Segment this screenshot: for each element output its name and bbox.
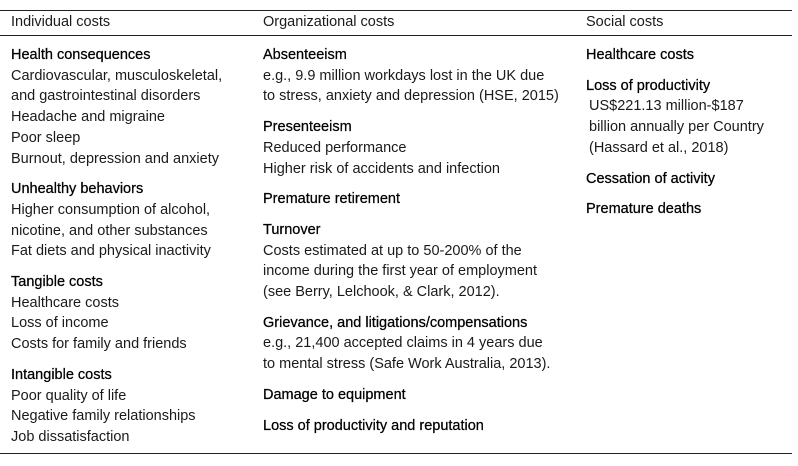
individual-cost-group-title: Tangible costs — [11, 274, 103, 291]
individual-costs-column: Health consequences Cardiovascular, muscu… — [11, 45, 251, 458]
social-cost-item: (Hassard et al., 2018) — [589, 139, 729, 156]
social-cost-group: Premature deaths — [586, 199, 786, 220]
organizational-cost-group-title: Presenteeism — [263, 119, 352, 136]
individual-cost-item: and gastrointestinal disorders — [11, 88, 201, 105]
individual-cost-item: Burnout, depression and anxiety — [11, 150, 219, 167]
individual-cost-item: Cardiovascular, musculoskeletal, — [11, 67, 223, 84]
social-cost-item: US$221.13 million-$187 — [589, 98, 744, 115]
social-cost-group-title: Cessation of activity — [586, 170, 715, 187]
organizational-cost-group: Grievance, and litigations/compensations… — [263, 313, 583, 375]
organizational-cost-group: Damage to equipment — [263, 385, 583, 406]
organizational-cost-item: Costs estimated at up to 50-200% of the — [263, 242, 522, 259]
individual-cost-group: Health consequences Cardiovascular, muscu… — [11, 45, 251, 169]
social-cost-item: billion annually per Country — [589, 119, 764, 136]
individual-cost-item: Negative family relationships — [11, 408, 196, 425]
organizational-cost-group-title: Turnover — [263, 221, 321, 238]
individual-cost-item: Costs for family and friends — [11, 336, 187, 353]
individual-cost-item: Loss of income — [11, 315, 109, 332]
organizational-cost-item: e.g., 9.9 million workdays lost in the U… — [263, 67, 545, 84]
individual-cost-group: Intangible costs Poor quality of life Nega… — [11, 365, 251, 448]
social-cost-group-title: Premature deaths — [586, 201, 702, 218]
organizational-cost-group-title: Grievance, and litigations/compensations — [263, 314, 528, 331]
individual-cost-item: Fat diets and physical inactivity — [11, 243, 211, 260]
social-cost-group-title: Healthcare costs — [586, 47, 694, 63]
organizational-cost-group: Turnover Costs estimated at up to 50-200%… — [263, 220, 583, 303]
organizational-cost-item: (see Berry, Lelchook, & Clark, 2012). — [263, 284, 500, 301]
organizational-cost-group: Premature retirement — [263, 189, 583, 210]
social-cost-group-title: Loss of productivity — [586, 77, 711, 94]
organizational-cost-group: Presenteeism Reduced performance Higher ri… — [263, 117, 583, 179]
organizational-cost-group-title: Premature retirement — [263, 191, 400, 208]
individual-cost-item: Poor sleep — [11, 129, 81, 146]
social-costs-column: Healthcare costs Loss of productivity US$2… — [586, 45, 786, 230]
organizational-cost-item: to stress, anxiety and depression (HSE, … — [263, 88, 559, 105]
organizational-cost-group: Loss of productivity and reputation — [263, 416, 583, 437]
individual-cost-group: Tangible costs Healthcare costs Loss of in… — [11, 272, 251, 355]
organizational-cost-group-title: Loss of productivity and reputation — [263, 417, 484, 434]
organizational-cost-group-title: Damage to equipment — [263, 386, 406, 403]
individual-cost-group: Unhealthy behaviors Higher consumption of… — [11, 179, 251, 262]
organizational-cost-item: income during the first year of employme… — [263, 263, 538, 280]
table-top-rule — [0, 10, 792, 11]
organizational-cost-item: e.g., 21,400 accepted claims in 4 years … — [263, 335, 543, 352]
individual-cost-item: Headache and migraine — [11, 109, 165, 126]
social-cost-group: Healthcare costs — [586, 45, 786, 66]
organizational-cost-group: Absenteeism e.g., 9.9 million workdays lo… — [263, 45, 583, 107]
individual-cost-item: Poor quality of life — [11, 387, 127, 404]
header-individual-costs: Individual costs — [11, 14, 111, 30]
social-cost-group: Cessation of activity — [586, 169, 786, 190]
individual-cost-group-title: Intangible costs — [11, 366, 112, 383]
header-social-costs: Social costs — [586, 14, 664, 30]
organizational-cost-group-title: Absenteeism — [263, 47, 347, 63]
individual-cost-group-title: Unhealthy behaviors — [11, 181, 144, 198]
table-bottom-rule — [0, 453, 792, 454]
table-header-rule — [0, 35, 792, 36]
individual-cost-item: Job dissatisfaction — [11, 428, 130, 445]
individual-cost-item: nicotine, and other substances — [11, 222, 208, 239]
individual-cost-group-title: Health consequences — [11, 47, 151, 63]
organizational-cost-item: Higher risk of accidents and infection — [263, 160, 500, 177]
header-organizational-costs: Organizational costs — [263, 14, 395, 30]
individual-cost-item: Higher consumption of alcohol, — [11, 201, 211, 218]
individual-cost-item: Healthcare costs — [11, 294, 119, 311]
organizational-costs-column: Absenteeism e.g., 9.9 million workdays lo… — [263, 45, 583, 446]
social-cost-group: Loss of productivity US$221.13 million-$1… — [586, 76, 786, 159]
organizational-cost-item: to mental stress (Safe Work Australia, 2… — [263, 356, 551, 373]
organizational-cost-item: Reduced performance — [263, 139, 407, 156]
